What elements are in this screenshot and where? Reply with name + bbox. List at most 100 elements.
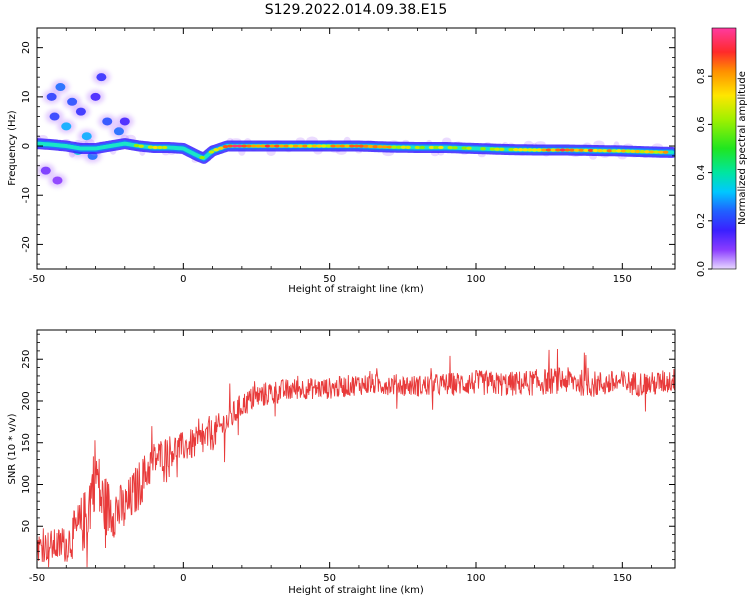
spectral-peak [311,144,318,148]
spectral-peak [583,148,589,152]
spectral-peak [278,144,285,148]
spectral-peak [592,148,599,153]
snr-y-tick-label: 100 [21,475,32,494]
spectral-blob [45,109,64,124]
spectral-peak [213,148,219,152]
snr-x-tick-label: 100 [466,573,485,584]
spectral-peak [344,144,351,148]
spectrogram-x-tick-label: 100 [466,274,485,285]
spectral-blob [42,89,61,104]
spectral-peak [232,144,238,148]
spectral-peak [527,148,533,152]
spectral-peak [578,148,585,152]
spectral-peak [517,148,524,152]
spectral-peak [264,144,271,148]
spectral-peak [616,149,622,153]
spectrogram-frame [36,27,676,270]
snr-y-tick-label: 50 [21,520,32,533]
spectrogram-content [37,70,675,188]
colorbar-tick-label: 0.2 [696,213,707,229]
spectral-peak [157,145,163,150]
spectral-peak [377,145,383,149]
spectral-peak [283,144,290,148]
spectral-blob [86,89,105,104]
spectral-peak [662,150,669,154]
snr-y-axis-label: SNR (10 * v/v) [7,413,18,484]
chart-title: S129.2022.014.09.38.E15 [265,2,448,18]
spectral-peak [630,149,636,153]
spectral-peak [358,144,365,148]
spectral-peak [236,144,243,148]
spectrogram-x-axis-label: Height of straight line (km) [288,284,424,295]
spectral-blob [98,114,117,129]
spectral-peak [353,144,360,148]
spectral-peak [489,147,496,151]
spectral-peak [152,145,159,150]
spectral-blob [77,129,96,144]
spectral-peak [161,145,168,150]
colorbar-tick-label: 0.0 [696,261,707,277]
colorbar-ticks: 0.0 0.2 0.4 0.6 0.8 [696,68,712,277]
spectral-peak [569,148,575,152]
spectral-peak [241,144,248,148]
spectral-peak [419,145,425,150]
spectral-blob [57,119,76,134]
snr-plot-area [37,330,675,568]
spectral-peak [555,148,561,152]
spectral-peak [541,148,547,152]
spectral-peak [545,148,552,152]
spectral-peak [620,149,627,153]
colorbar: 0.0 0.2 0.4 0.6 0.8 Normalized spectral ampl… [696,27,748,277]
spectral-peaks [133,143,669,160]
spectral-peak [522,148,528,152]
spectral-peak [316,144,322,148]
spectral-peak [335,144,341,148]
spectral-peak [438,145,444,150]
spectrogram-y-tick-label: 0 [21,143,32,149]
spectral-peak [288,144,294,148]
spectral-peak [391,145,397,149]
spectral-peak [302,144,308,148]
spectral-peak [330,144,336,148]
spectral-peak [653,150,660,154]
spectrogram-y-tick-label: -20 [21,236,32,252]
spectral-peak [606,149,613,153]
spectral-peak [321,144,327,148]
spectrogram-y-tick-label: -10 [21,187,32,203]
spectral-peak [601,149,608,153]
spectral-blob [71,104,90,119]
spectral-peak [550,148,557,152]
colorbar-tick-label: 0.8 [696,68,707,84]
spectral-peak [325,144,332,148]
spectral-peak [466,146,472,150]
spectral-peak [498,147,505,151]
snr-y-tick-label: 150 [21,433,32,452]
spectral-peak [269,144,276,148]
spectral-peak [306,144,313,148]
spectral-peak [634,149,641,154]
spectral-peak [587,148,594,153]
spectral-peak [260,144,266,148]
spectral-peak [405,145,411,149]
spectral-peak [147,145,154,149]
spectral-peak [452,146,458,150]
spectral-peak [512,148,519,152]
spectral-peak [559,148,566,152]
spectral-peak [274,144,280,148]
spectrogram-y-axis-label: Frequency (Hz) [7,110,18,186]
spectral-peak [250,144,257,148]
spectral-blob [115,114,134,129]
spectral-peak [363,144,369,148]
spectral-peak [573,148,580,152]
spectral-peak [480,147,486,151]
spectral-peak [217,146,224,150]
spectral-peak [428,145,435,150]
spectral-peak [400,145,407,149]
spectral-blob [48,173,67,188]
spectral-peak [625,149,631,153]
spectral-peak [658,150,664,154]
colorbar-tick-label: 0.6 [696,116,707,132]
spectral-peak [292,144,299,148]
spectral-peak [381,145,388,149]
